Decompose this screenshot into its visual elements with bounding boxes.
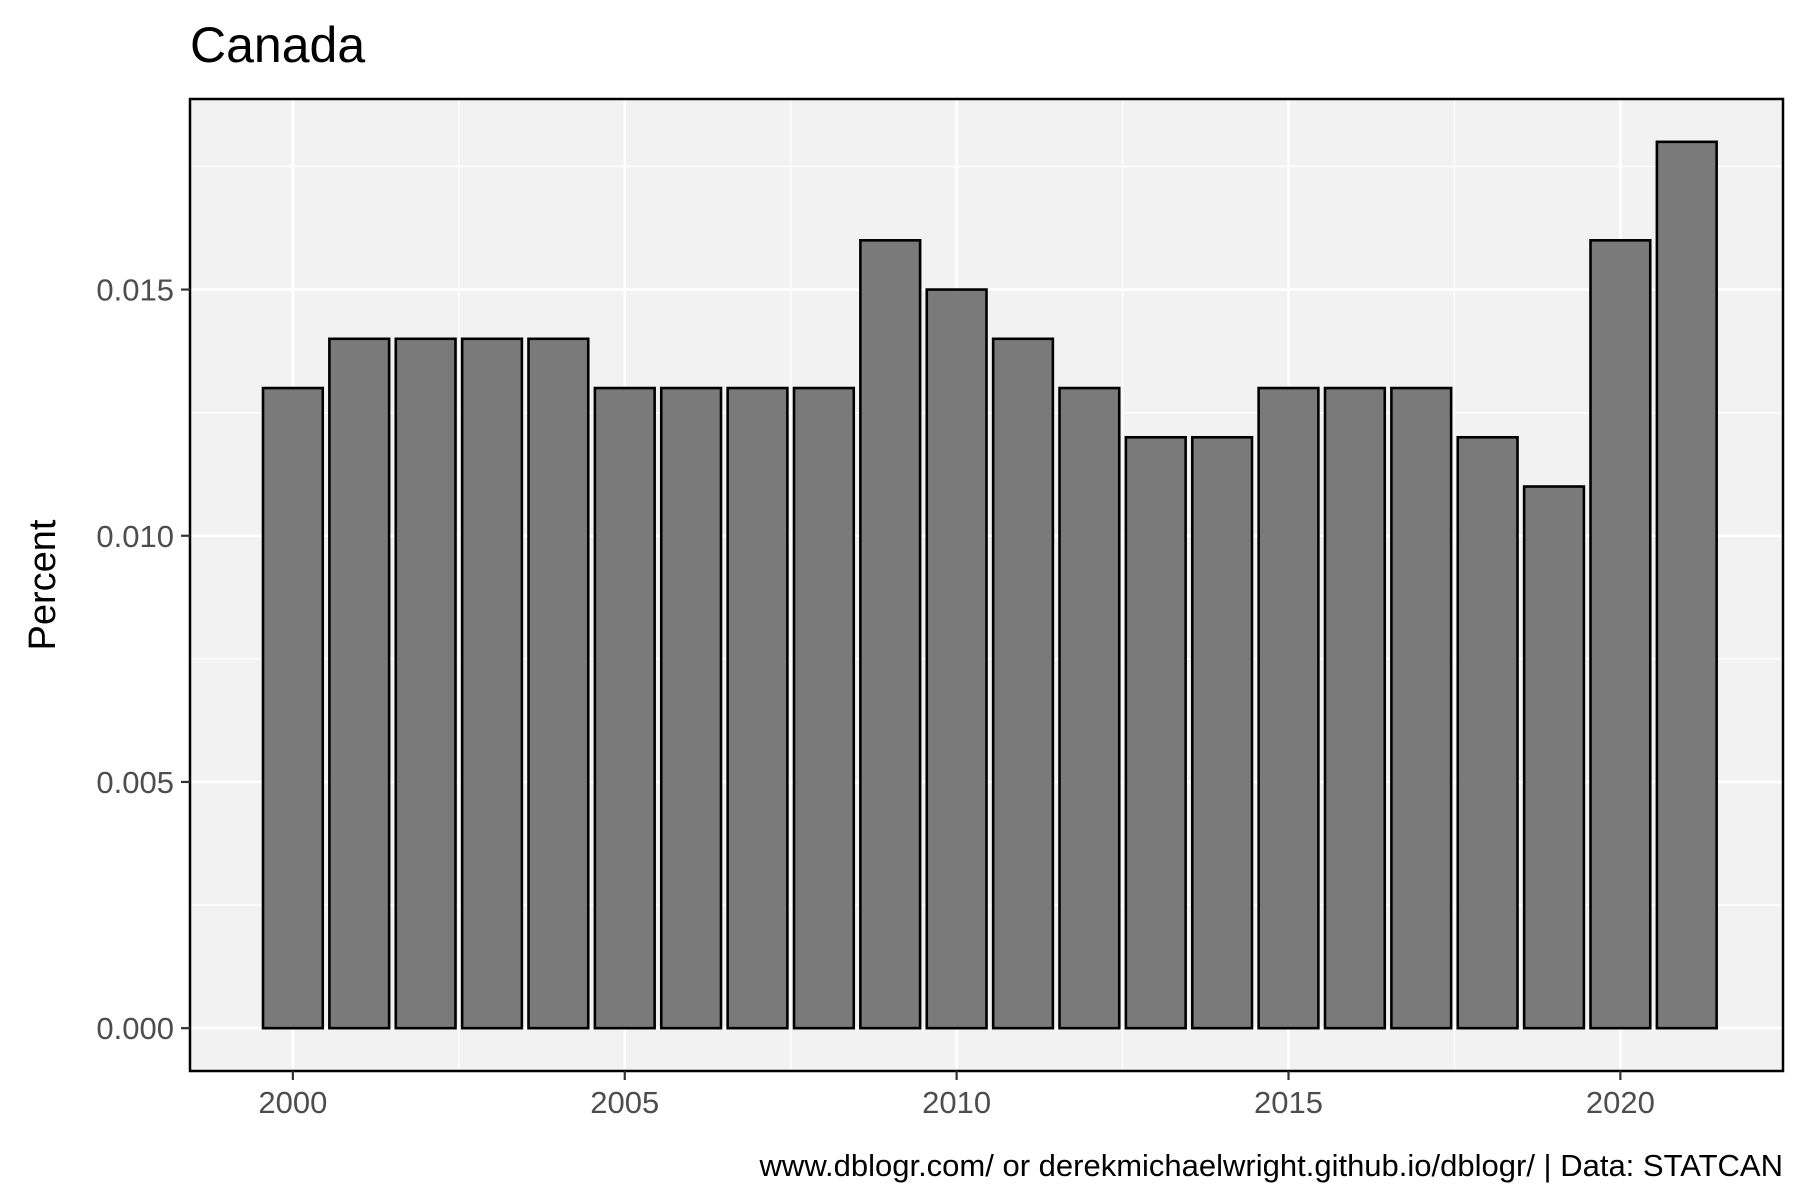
bar-2006 xyxy=(659,386,723,1030)
x-axis: 2000 2005 2010 2015 2020 xyxy=(258,1071,1655,1120)
bar-2007 xyxy=(726,386,789,1030)
bar-2016 xyxy=(1323,386,1387,1030)
bar-2015 xyxy=(1257,386,1320,1030)
y-tick-label: 0.010 xyxy=(96,519,174,554)
x-tick-label: 2015 xyxy=(1254,1085,1323,1120)
bar-2017 xyxy=(1390,386,1453,1030)
plot-border xyxy=(188,97,1785,1073)
bar-2003 xyxy=(460,337,524,1030)
y-axis: 0.000 0.005 0.010 0.015 xyxy=(96,273,190,1046)
bar-2009 xyxy=(859,239,922,1030)
bar-2008 xyxy=(792,386,856,1030)
bar-2021 xyxy=(1655,140,1718,1030)
y-tick-label: 0.005 xyxy=(96,765,174,800)
x-tick-label: 2010 xyxy=(922,1085,991,1120)
bar-2019 xyxy=(1522,485,1586,1030)
y-tick-label: 0.015 xyxy=(96,273,174,308)
chart-title: Canada xyxy=(190,17,365,73)
bar-2020 xyxy=(1589,239,1652,1030)
y-axis-label: Percent xyxy=(22,519,64,650)
bar-2013 xyxy=(1124,435,1187,1030)
x-tick-label: 2005 xyxy=(590,1085,659,1120)
chart-caption: www.dblogr.com/ or derekmichaelwright.gi… xyxy=(759,1148,1783,1183)
bar-2004 xyxy=(527,337,590,1030)
bar-2001 xyxy=(328,337,391,1030)
bar-2010 xyxy=(925,288,988,1030)
bar-2018 xyxy=(1456,435,1519,1030)
bar-2000 xyxy=(261,386,325,1030)
y-tick-label: 0.000 xyxy=(96,1011,174,1046)
x-tick-label: 2000 xyxy=(258,1085,327,1120)
bar-2014 xyxy=(1190,435,1254,1030)
x-tick-label: 2020 xyxy=(1586,1085,1655,1120)
bars xyxy=(261,140,1718,1030)
bar-2011 xyxy=(991,337,1055,1030)
bar-2005 xyxy=(593,386,656,1030)
bar-2012 xyxy=(1058,386,1121,1030)
bar-2002 xyxy=(394,337,457,1030)
